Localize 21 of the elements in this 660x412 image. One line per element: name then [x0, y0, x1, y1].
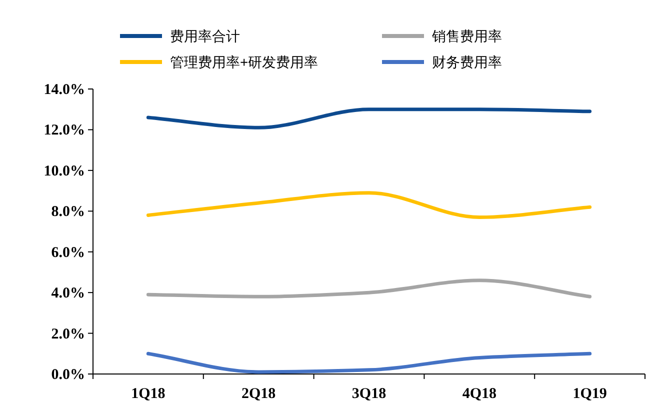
x-tick-label: 3Q18 — [352, 386, 386, 402]
x-tick-label: 2Q18 — [242, 386, 276, 402]
legend-label: 财务费用率 — [432, 54, 502, 70]
x-tick-label: 4Q18 — [462, 386, 496, 402]
legend-label: 管理费用率+研发费用率 — [170, 54, 318, 70]
y-tick-label: 0.0% — [51, 367, 85, 383]
x-tick-label: 1Q19 — [572, 386, 607, 402]
y-tick-label: 2.0% — [51, 326, 85, 342]
legend-label: 销售费用率 — [431, 28, 502, 44]
y-tick-label: 8.0% — [51, 204, 85, 220]
y-tick-label: 12.0% — [44, 122, 85, 139]
line-series — [146, 191, 592, 219]
y-tick-label: 4.0% — [51, 286, 85, 302]
legend-label: 费用率合计 — [170, 28, 240, 44]
x-tick-label: 1Q18 — [131, 386, 166, 402]
line-series — [146, 352, 592, 374]
y-tick-label: 14.0% — [44, 82, 85, 98]
y-tick-label: 6.0% — [51, 244, 85, 261]
line-series — [146, 278, 592, 298]
line-series — [146, 108, 592, 130]
y-tick-label: 10.0% — [44, 163, 85, 180]
